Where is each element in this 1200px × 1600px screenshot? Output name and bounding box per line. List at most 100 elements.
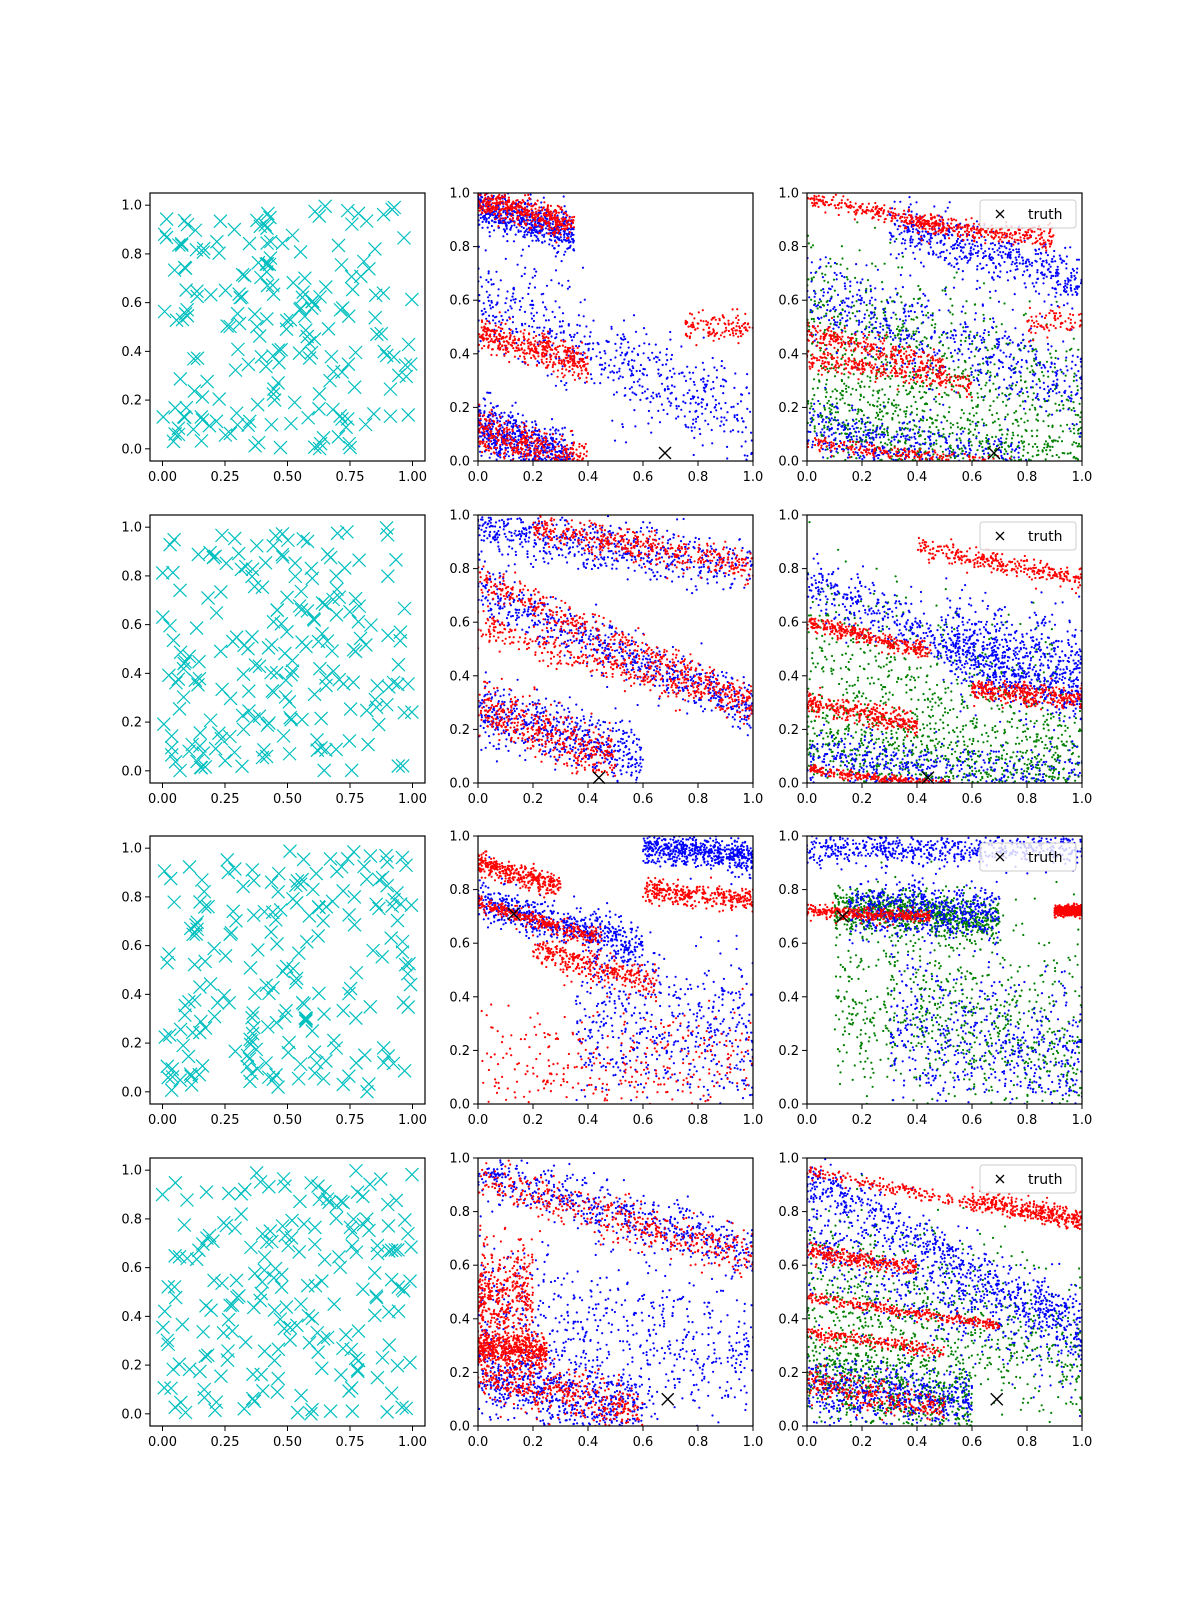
data-point bbox=[508, 428, 511, 431]
data-point bbox=[660, 373, 663, 376]
data-point bbox=[1056, 265, 1059, 268]
data-point bbox=[964, 336, 968, 339]
data-point bbox=[530, 343, 533, 346]
data-point bbox=[641, 385, 644, 388]
data-point bbox=[562, 340, 565, 343]
data-point bbox=[508, 360, 511, 364]
sample-marker bbox=[318, 280, 333, 295]
data-point bbox=[481, 451, 484, 454]
data-point bbox=[998, 424, 1001, 427]
data-point bbox=[880, 418, 883, 421]
data-point bbox=[1011, 260, 1014, 263]
data-point bbox=[1079, 416, 1082, 419]
data-point bbox=[490, 278, 493, 281]
data-point bbox=[957, 366, 960, 369]
data-point bbox=[813, 320, 816, 323]
data-point bbox=[528, 214, 531, 217]
data-point bbox=[622, 319, 626, 322]
data-point bbox=[986, 434, 989, 437]
x-tick-label: 0.00 bbox=[148, 470, 177, 485]
data-point bbox=[859, 294, 862, 297]
data-point bbox=[565, 368, 568, 371]
data-point bbox=[921, 310, 924, 313]
data-point bbox=[905, 341, 908, 345]
data-point bbox=[487, 345, 490, 348]
data-point bbox=[884, 377, 887, 380]
sample-marker bbox=[258, 218, 273, 232]
data-point bbox=[488, 203, 492, 206]
data-point bbox=[570, 231, 573, 234]
data-point bbox=[942, 427, 945, 430]
data-point bbox=[952, 423, 955, 426]
data-point bbox=[555, 458, 559, 461]
data-point bbox=[925, 418, 929, 421]
data-point bbox=[631, 365, 634, 368]
data-point bbox=[595, 355, 598, 358]
data-point bbox=[490, 423, 493, 426]
data-point bbox=[883, 262, 886, 265]
data-point bbox=[923, 410, 926, 413]
data-point bbox=[866, 375, 869, 378]
data-point bbox=[499, 448, 502, 451]
data-point bbox=[500, 429, 503, 432]
data-point bbox=[1071, 360, 1074, 363]
data-point bbox=[1073, 375, 1076, 378]
sample-marker bbox=[203, 287, 218, 302]
data-point bbox=[539, 220, 542, 223]
data-point bbox=[493, 420, 496, 423]
data-point bbox=[1046, 453, 1049, 456]
sample-marker bbox=[248, 438, 263, 453]
data-point bbox=[1043, 400, 1046, 403]
data-point bbox=[561, 433, 564, 436]
data-point bbox=[521, 440, 524, 443]
data-point bbox=[931, 421, 934, 424]
data-point bbox=[495, 203, 498, 206]
data-point bbox=[501, 200, 504, 203]
data-point bbox=[496, 446, 499, 449]
data-point bbox=[521, 360, 524, 363]
data-point bbox=[949, 330, 953, 333]
data-point bbox=[557, 445, 560, 448]
data-point bbox=[1015, 418, 1018, 422]
data-point bbox=[848, 290, 852, 293]
data-point bbox=[949, 456, 952, 459]
data-point bbox=[807, 278, 810, 281]
data-point bbox=[532, 204, 535, 207]
sample-marker bbox=[275, 236, 290, 251]
data-point bbox=[583, 335, 586, 338]
data-point bbox=[511, 315, 515, 318]
data-point bbox=[667, 387, 670, 391]
data-point bbox=[478, 427, 481, 430]
data-point bbox=[519, 446, 523, 449]
data-point bbox=[1044, 458, 1047, 461]
data-point bbox=[970, 444, 973, 447]
data-point bbox=[963, 386, 966, 390]
data-point bbox=[823, 431, 826, 434]
data-point bbox=[913, 381, 916, 384]
data-point bbox=[928, 238, 931, 241]
data-point bbox=[557, 429, 560, 432]
data-point bbox=[518, 355, 522, 358]
data-point bbox=[916, 302, 919, 305]
data-point bbox=[567, 361, 570, 364]
data-point bbox=[977, 250, 980, 253]
data-point bbox=[612, 393, 616, 396]
data-point bbox=[916, 346, 919, 349]
data-point bbox=[971, 340, 974, 343]
data-point bbox=[1072, 441, 1075, 444]
data-point bbox=[562, 338, 565, 341]
data-point bbox=[942, 433, 945, 436]
data-point bbox=[1050, 277, 1053, 280]
data-point bbox=[616, 333, 619, 336]
data-point bbox=[812, 276, 815, 279]
data-point bbox=[492, 314, 495, 317]
data-point bbox=[823, 279, 826, 282]
data-point bbox=[525, 219, 528, 222]
data-point bbox=[827, 399, 830, 402]
data-point bbox=[923, 430, 926, 433]
sample-marker bbox=[376, 207, 391, 222]
sample-marker bbox=[334, 257, 349, 272]
data-point bbox=[479, 442, 482, 446]
data-point bbox=[580, 369, 583, 372]
data-point bbox=[1041, 450, 1044, 453]
